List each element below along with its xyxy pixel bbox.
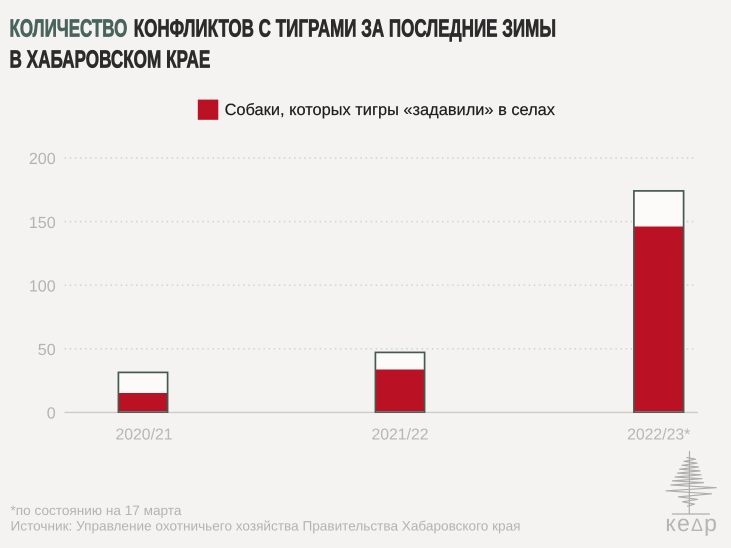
svg-text:Собаки, которых тигры «задавил: Собаки, которых тигры «задавили» в селах bbox=[225, 101, 555, 119]
svg-text:Источник: Управление охотничье: Источник: Управление охотничьего хозяйст… bbox=[11, 518, 521, 533]
svg-text:200: 200 bbox=[29, 150, 56, 168]
svg-text:2020/21: 2020/21 bbox=[115, 426, 172, 443]
svg-text:0: 0 bbox=[47, 405, 56, 423]
svg-text:50: 50 bbox=[38, 341, 56, 359]
svg-text:2021/22: 2021/22 bbox=[371, 426, 428, 443]
svg-text:*по состоянию на 17 марта: *по состоянию на 17 марта bbox=[11, 503, 182, 518]
svg-text:КОНФЛИКТОВ С ТИГРАМИ ЗА ПОСЛЕД: КОНФЛИКТОВ С ТИГРАМИ ЗА ПОСЛЕДНИЕ ЗИМЫ bbox=[134, 15, 556, 42]
svg-text:кеΔр: кеΔр bbox=[665, 510, 718, 536]
svg-text:100: 100 bbox=[29, 277, 56, 295]
svg-text:КОЛИЧЕСТВО: КОЛИЧЕСТВО bbox=[10, 15, 128, 42]
svg-text:150: 150 bbox=[29, 214, 56, 232]
svg-text:2022/23*: 2022/23* bbox=[627, 426, 690, 443]
svg-text:В ХАБАРОВСКОМ КРАЕ: В ХАБАРОВСКОМ КРАЕ bbox=[10, 46, 211, 73]
